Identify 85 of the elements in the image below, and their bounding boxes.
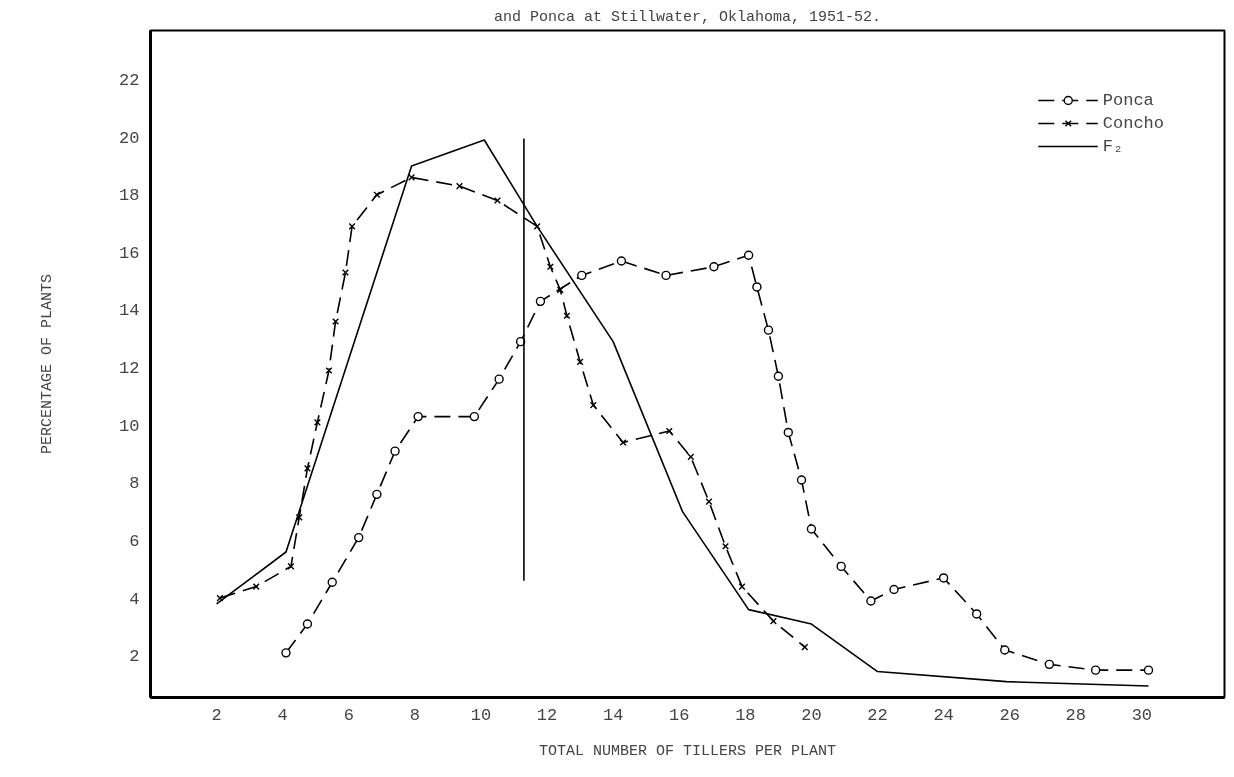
point [738,583,746,591]
point [556,286,564,294]
point [313,418,321,426]
point [705,498,713,506]
point [281,648,291,658]
x-tick-label: 8 [409,705,420,725]
point [563,312,571,320]
legend-label: F₂ [1102,136,1124,156]
x-tick-label: 10 [470,705,492,725]
point [806,524,817,534]
point [889,584,899,595]
point [938,573,949,583]
legend-label: Concho [1102,113,1164,133]
point [494,374,504,384]
y-tick-label: 8 [129,474,140,494]
y-tick-label: 6 [129,531,140,551]
point [372,489,382,500]
x-tick-label: 30 [1131,705,1153,725]
point [546,263,554,271]
point [287,562,295,570]
point [721,542,730,550]
x-tick-label: 24 [933,705,954,725]
point [866,596,876,606]
y-tick-label: 2 [129,647,140,667]
point [302,619,313,629]
x-tick-label: 12 [536,705,558,725]
y-tick-label: 18 [119,186,140,206]
point [332,317,340,326]
point [1044,659,1055,670]
point [971,609,982,619]
y-axis-title: PERCENTAGE OF PLANTS [39,273,57,455]
point [661,270,671,281]
y-tick-label: 16 [119,243,140,263]
x-tick-label: 22 [867,705,888,725]
chart-title: and Ponca at Stillwater, Oklahoma, 1951-52. [493,8,882,26]
point [390,446,400,456]
x-tick-label: 28 [1065,705,1086,725]
x-axis-title: TOTAL NUMBER OF TILLERS PER PLANT [538,742,837,760]
point [303,464,311,472]
x-tick-label: 20 [801,705,822,725]
x-tick-label: 6 [343,705,354,725]
legend-label: Ponca [1102,90,1154,110]
point [1000,645,1010,655]
point [783,427,793,438]
point [665,427,673,435]
x-tick-label: 16 [669,705,690,725]
point [535,296,546,307]
y-tick-label: 4 [129,589,140,609]
x-tick-label: 14 [602,705,624,725]
point [709,262,719,272]
point [576,358,584,366]
point [1143,665,1154,675]
point [796,475,807,485]
point [577,270,587,281]
point [455,182,464,190]
x-tick-label: 2 [211,705,222,725]
y-tick-label: 14 [119,301,140,321]
point [589,401,597,409]
point [769,617,777,625]
point [743,250,754,260]
point [325,366,333,375]
x-tick-label: 4 [277,705,288,725]
point [616,256,627,266]
point [687,453,695,461]
x-tick-label: 18 [735,705,756,725]
point [341,268,349,277]
point [348,222,356,230]
point [1090,665,1101,675]
point [773,371,784,381]
y-tick-label: 12 [119,359,140,379]
y-tick-label: 22 [119,70,140,90]
point [619,438,627,447]
point [252,583,260,591]
point [801,643,809,651]
y-tick-label: 10 [119,416,140,436]
point [373,191,381,199]
point [836,561,846,572]
point [327,577,337,587]
point [752,282,762,292]
point [763,325,774,335]
point [353,532,364,543]
point [413,411,423,422]
point [469,411,480,422]
x-tick-label: 26 [999,705,1020,725]
y-tick-label: 20 [119,128,140,148]
